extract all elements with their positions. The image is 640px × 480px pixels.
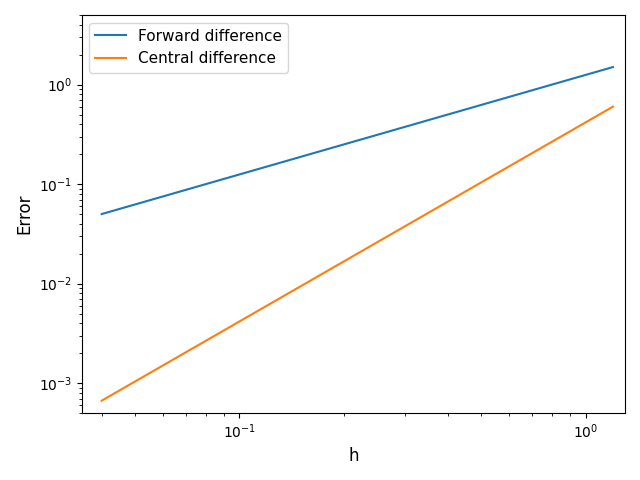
Central difference bbox=[534, 147, 541, 153]
Central difference bbox=[98, 398, 106, 404]
Legend: Forward difference, Central difference: Forward difference, Central difference bbox=[89, 23, 288, 72]
Forward difference bbox=[609, 64, 617, 70]
Line: Forward difference: Forward difference bbox=[102, 67, 613, 214]
Line: Central difference: Central difference bbox=[102, 107, 613, 401]
Central difference bbox=[584, 118, 592, 124]
Forward difference bbox=[584, 72, 592, 77]
Forward difference bbox=[595, 68, 602, 74]
Forward difference bbox=[112, 207, 120, 213]
Y-axis label: Error: Error bbox=[15, 194, 33, 234]
Forward difference bbox=[98, 211, 106, 217]
Forward difference bbox=[534, 85, 542, 91]
Central difference bbox=[609, 104, 617, 109]
X-axis label: h: h bbox=[348, 447, 358, 465]
Central difference bbox=[112, 390, 120, 396]
Central difference bbox=[595, 112, 602, 118]
Forward difference bbox=[534, 86, 541, 92]
Central difference bbox=[538, 144, 546, 150]
Central difference bbox=[534, 147, 542, 153]
Forward difference bbox=[538, 84, 546, 90]
